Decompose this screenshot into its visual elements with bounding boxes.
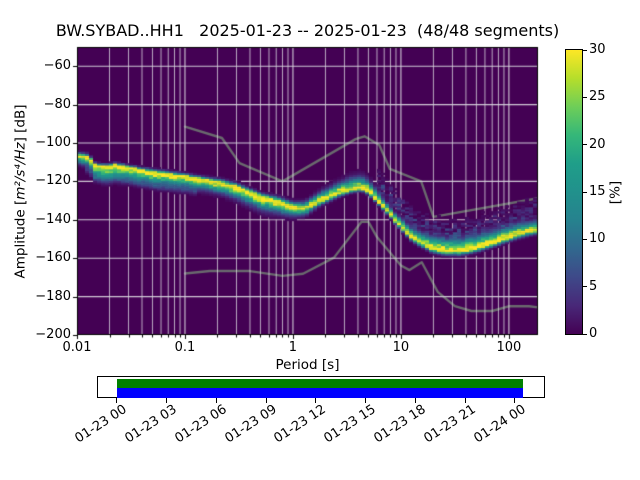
colorbar-tick [583,333,587,335]
timeline-coverage-blue-bar [117,387,523,398]
x-tick-label: 100 [496,340,522,355]
timeline-tick [365,398,367,403]
timeline-tick [464,398,466,403]
colorbar-tick [583,49,587,51]
colorbar-tick [583,144,587,146]
y-tick-label: −120 [35,173,71,189]
y-tick-label: −100 [35,135,71,150]
y-axis-label-units: m²/s⁴/Hz [12,142,29,200]
colorbar [565,49,583,335]
x-tick-label: 0.01 [62,340,92,355]
x-tick-label: 0.1 [174,340,196,355]
colorbar-tick-label: 30 [589,42,606,57]
timeline-tick [414,398,416,403]
timeline-tick [265,398,267,403]
timeline-coverage-green-bar [117,379,523,388]
y-tick-label: −200 [35,327,71,342]
colorbar-tick-label: 5 [589,278,598,294]
x-axis-label: Period [s] [275,357,340,373]
colorbar-tick-label: 0 [589,326,598,341]
plot-title: BW.SYBAD..HH1 2025-01-23 -- 2025-01-23 (… [55,21,560,40]
timeline-tick [514,398,516,403]
y-tick-label: −60 [43,58,71,74]
timeline-tick [165,398,167,403]
y-tick-label: −160 [35,250,71,266]
colorbar-tick-label: 20 [589,136,606,152]
colorbar-tick [583,191,587,193]
colorbar-tick [583,286,587,288]
colorbar-tick-label: 25 [589,89,606,105]
colorbar-label: [%] [607,180,624,205]
x-tick-label: 1 [288,340,298,355]
timeline-axis [97,376,545,398]
timeline-tick [116,398,118,403]
colorbar-tick [583,96,587,98]
timeline-tick [315,398,317,403]
y-tick-label: −80 [43,96,71,112]
colorbar-tick-label: 10 [589,231,606,247]
x-tick-label: 10 [392,340,410,355]
y-tick-label: −140 [35,211,71,227]
y-tick-label: −180 [35,288,71,304]
colorbar-tick [583,238,587,240]
colorbar-gradient [566,50,582,334]
colorbar-tick-label: 15 [589,184,606,199]
timeline-tick [215,398,217,403]
